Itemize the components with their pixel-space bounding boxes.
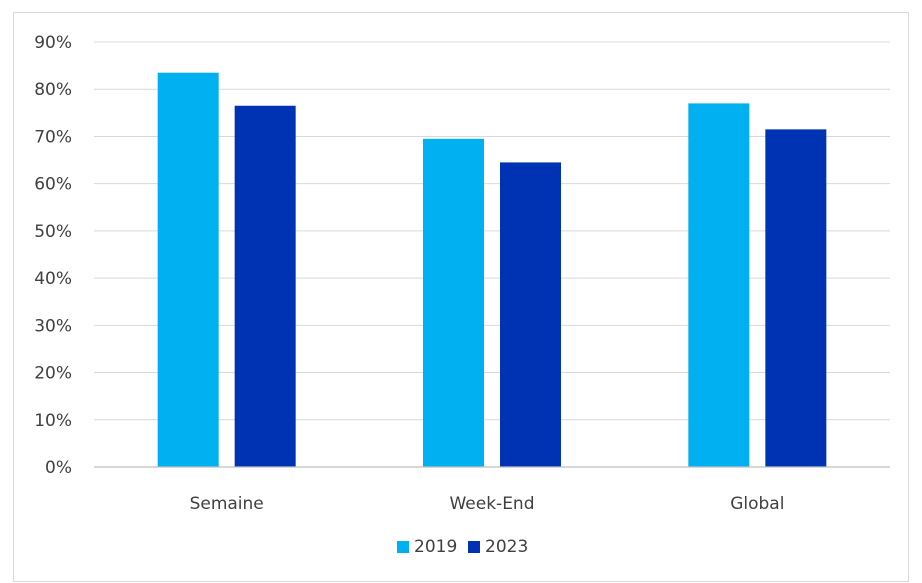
- y-tick-label: 10%: [34, 411, 72, 431]
- bar-2019-week-end: [423, 138, 484, 468]
- y-tick-label: 70%: [34, 127, 72, 147]
- y-tick-label: 20%: [34, 364, 72, 384]
- bar-2023-semaine: [234, 105, 296, 467]
- y-tick-label: 30%: [34, 316, 72, 336]
- bar-2023-global: [765, 129, 827, 467]
- bar-2023-week-end: [500, 162, 561, 467]
- y-tick-label: 90%: [34, 33, 72, 53]
- y-tick-label: 60%: [34, 175, 72, 195]
- x-category-label: Semaine: [190, 494, 264, 514]
- y-tick-label: 50%: [34, 222, 72, 242]
- y-axis-tick-labels: 0% 10% 20% 30% 40% 50% 60% 70% 80% 90%: [34, 33, 72, 478]
- legend-swatch-2023: [468, 541, 480, 553]
- x-category-label: Global: [730, 494, 784, 514]
- legend-label-2023: 2023: [485, 537, 528, 557]
- y-tick-label: 80%: [34, 80, 72, 100]
- legend: 2019 2023: [397, 537, 528, 557]
- bars: [157, 72, 827, 468]
- gridlines: [94, 41, 890, 421]
- bar-2019-semaine: [157, 72, 219, 467]
- legend-label-2019: 2019: [414, 537, 457, 557]
- legend-swatch-2019: [397, 541, 409, 553]
- x-category-label: Week-End: [449, 494, 534, 514]
- y-tick-label: 0%: [45, 458, 72, 478]
- x-axis-category-labels: Semaine Week-End Global: [190, 494, 785, 514]
- y-tick-label: 40%: [34, 269, 72, 289]
- bar-2019-global: [688, 103, 750, 467]
